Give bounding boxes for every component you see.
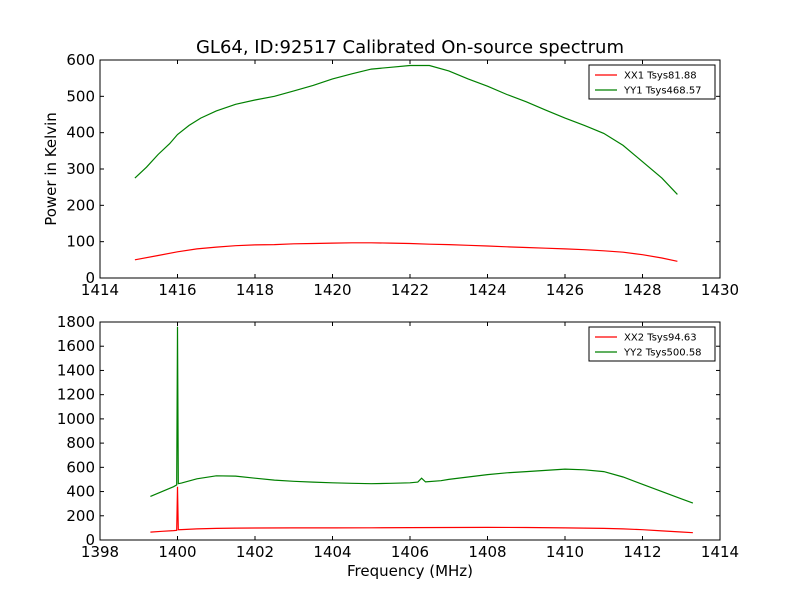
top-panel: 1414 1416 1418 1420 1422 1424 1426 1428 1430 0 100…	[66, 51, 739, 299]
legend-label: YY2 Tsys500.58	[623, 348, 702, 359]
y-tick-label: 1600	[57, 337, 95, 355]
legend-label: XX1 Tsys81.88	[624, 71, 697, 82]
chart-title: GL64, ID:92517 Calibrated On-source spec…	[196, 37, 624, 58]
y-tick-label: 400	[66, 124, 95, 142]
y-tick-label: 1400	[57, 361, 95, 379]
x-tick-label: 1430	[701, 281, 739, 299]
y-tick-label: 600	[66, 458, 95, 476]
series-line-xx1-tsys81-88	[134, 242, 678, 262]
x-tick-label: 1424	[468, 281, 506, 299]
x-tick-label: 1422	[391, 281, 429, 299]
legend-box	[588, 64, 716, 100]
y-tick-label: 100	[66, 233, 95, 251]
x-tick-label: 1408	[468, 543, 506, 561]
legend-box	[588, 326, 716, 362]
series-line-xx2-tsys94-63	[150, 486, 693, 534]
x-tick-label: 1428	[623, 281, 661, 299]
y-tick-label: 400	[66, 483, 95, 501]
y-tick-label: 600	[66, 51, 95, 69]
legend-label: XX2 Tsys94.63	[624, 333, 697, 344]
x-tick-label: 1404	[313, 543, 351, 561]
x-tick-label: 1406	[391, 543, 429, 561]
x-tick-label: 1410	[546, 543, 584, 561]
x-tick-label: 1416	[158, 281, 196, 299]
x-tick-label: 1412	[623, 543, 661, 561]
x-tick-label: 1400	[158, 543, 196, 561]
y-axis-label: Power in Kelvin	[42, 112, 60, 226]
y-tick-label: 500	[66, 87, 95, 105]
y-tick-label: 800	[66, 434, 95, 452]
y-tick-label: 300	[66, 160, 95, 178]
legend-label: YY1 Tsys468.57	[623, 86, 702, 97]
x-tick-label: 1426	[546, 281, 584, 299]
x-axis-label: Frequency (MHz)	[347, 562, 473, 580]
x-tick-label: 1414	[81, 281, 119, 299]
x-tick-label: 1420	[313, 281, 351, 299]
bottom-panel: 1398 1400 1402 1404 1406 1408 1410 1412 1414 0 200…	[57, 313, 739, 561]
y-tick-label: 0	[85, 531, 95, 549]
y-tick-label: 1200	[57, 386, 95, 404]
y-tick-label: 0	[85, 269, 95, 287]
x-tick-label: 1418	[236, 281, 274, 299]
y-tick-label: 1000	[57, 410, 95, 428]
series-line-yy2-tsys500-58	[150, 326, 694, 504]
x-tick-label: 1398	[81, 543, 119, 561]
y-tick-label: 1800	[57, 313, 95, 331]
x-tick-label: 1414	[701, 543, 739, 561]
x-tick-label: 1402	[236, 543, 274, 561]
y-tick-label: 200	[66, 507, 95, 525]
legend: XX2 Tsys94.63 YY2 Tsys500.58	[588, 326, 716, 362]
y-tick-label: 200	[66, 196, 95, 214]
legend: XX1 Tsys81.88 YY1 Tsys468.57	[588, 64, 716, 100]
series-line-yy1-tsys468-57	[134, 64, 678, 195]
